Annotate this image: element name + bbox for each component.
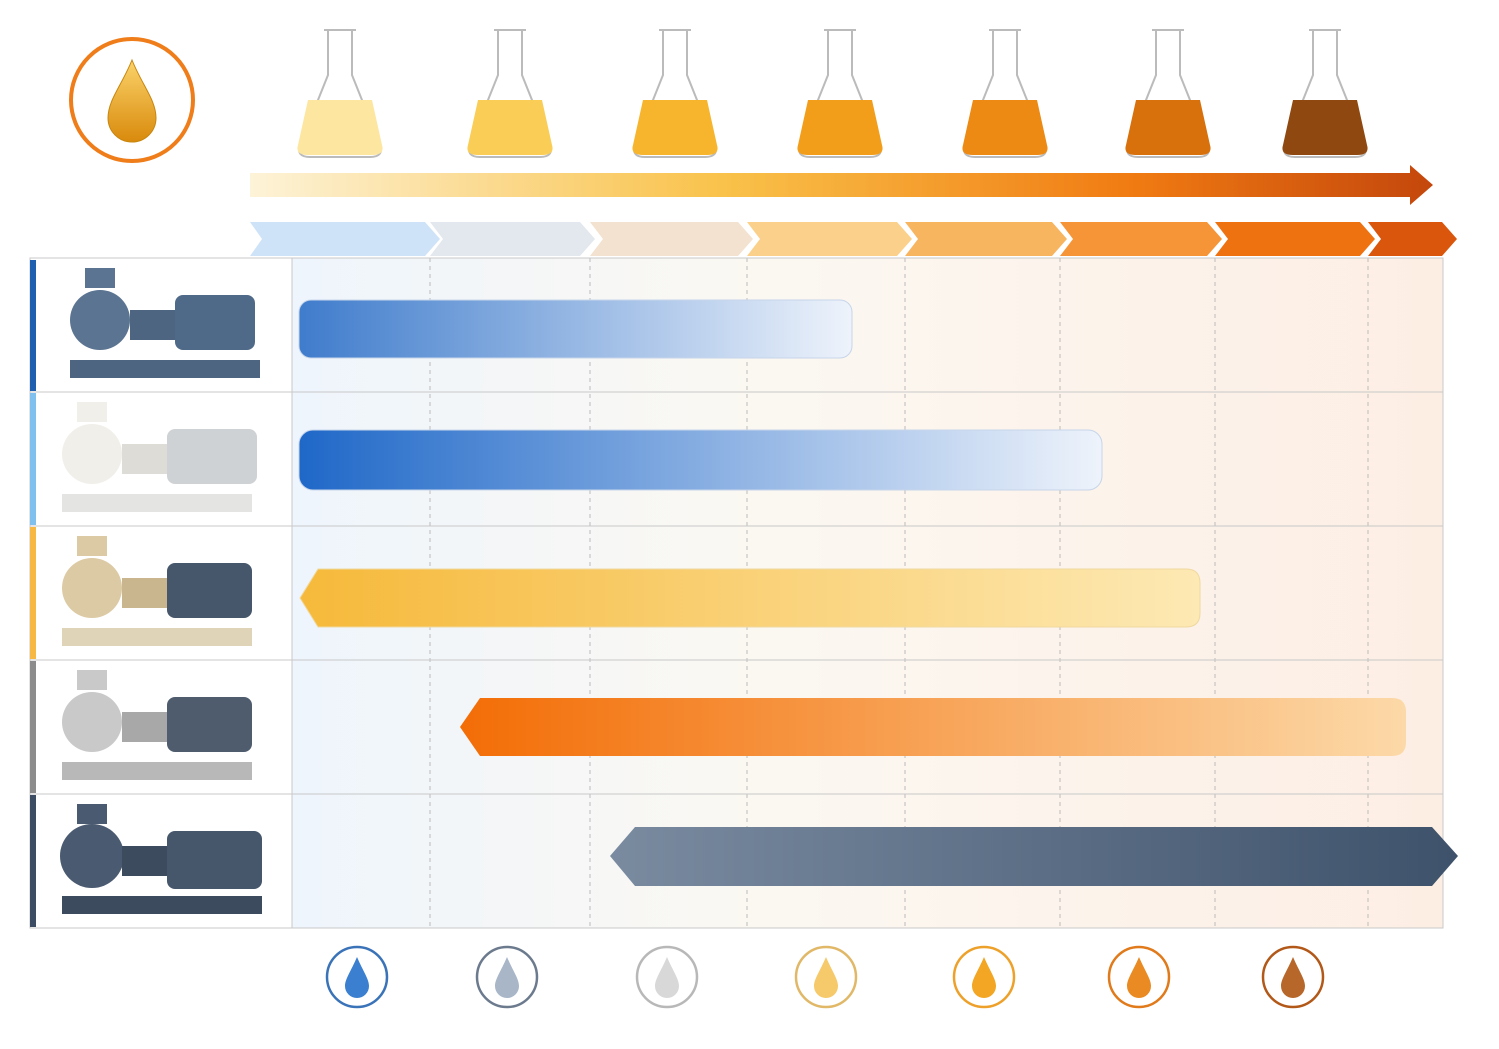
flask bbox=[1282, 29, 1368, 158]
pump bbox=[60, 804, 262, 914]
flask bbox=[797, 29, 883, 158]
pump bbox=[62, 402, 257, 512]
chevron-band bbox=[250, 222, 1457, 256]
flask bbox=[632, 29, 718, 158]
range-bar bbox=[298, 429, 1103, 491]
flask bbox=[962, 29, 1048, 158]
flask bbox=[1125, 29, 1211, 158]
range-bar bbox=[610, 827, 1458, 886]
pump bbox=[62, 670, 252, 780]
flask bbox=[297, 29, 383, 158]
table-lines bbox=[29, 257, 1444, 929]
range-bar bbox=[460, 698, 1406, 756]
flask bbox=[467, 29, 553, 158]
progress-arrow bbox=[250, 165, 1433, 205]
pump bbox=[62, 536, 252, 646]
range-bar bbox=[299, 568, 1201, 628]
row-accents bbox=[30, 260, 36, 927]
range-bar bbox=[298, 299, 853, 359]
pump bbox=[70, 268, 260, 378]
viscosity-drops bbox=[325, 945, 1325, 1009]
flasks bbox=[297, 29, 1368, 158]
oil-drop bbox=[107, 58, 157, 143]
